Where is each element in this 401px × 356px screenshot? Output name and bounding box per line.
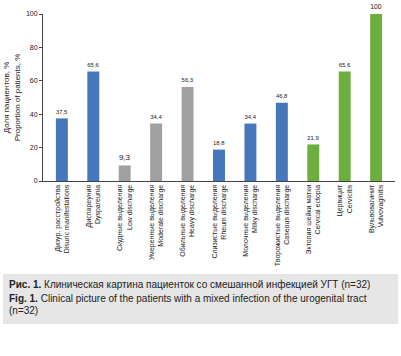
- svg-text:100: 100: [26, 10, 38, 17]
- svg-text:Дизур. расстройстваDisuric man: Дизур. расстройстваDisuric manifestation…: [54, 184, 70, 253]
- svg-text:Скудные выделенияLow discharge: Скудные выделенияLow discharge: [116, 185, 133, 252]
- svg-text:ЦервицитCervicitis: ЦервицитCervicitis: [336, 184, 352, 217]
- svg-text:20: 20: [30, 144, 38, 151]
- html-text:Рис. 1. Клиническая картина па: Рис. 1. Клиническая картина пациенток со…: [9, 279, 371, 290]
- svg-text:40: 40: [30, 111, 38, 118]
- svg-text:56,3: 56,3: [182, 77, 194, 83]
- svg-text:ДиспареунияDyspareunia: ДиспареунияDyspareunia: [85, 185, 102, 228]
- svg-text:Доля пациентов, %Proportion of: Доля пациентов, %Proportion of patients,…: [2, 54, 21, 142]
- svg-text:Умеренные выделенияModerate di: Умеренные выделенияModerate discharge: [148, 185, 165, 260]
- svg-text:60: 60: [30, 77, 38, 84]
- svg-text:80: 80: [30, 44, 38, 51]
- svg-text:9,3: 9,3: [119, 153, 131, 162]
- svg-text:65,6: 65,6: [339, 62, 351, 68]
- svg-text:37,5: 37,5: [56, 109, 68, 115]
- html-text:Fig. 1. Clinical picture of th: Fig. 1. Clinical picture of the patients…: [9, 293, 367, 316]
- svg-text:34,4: 34,4: [244, 114, 256, 120]
- svg-text:Творожистые выделенияCaseous d: Творожистые выделенияCaseous discharge: [274, 185, 291, 267]
- svg-text:Молочные выделенияMilky discha: Молочные выделенияMilky discharge: [242, 185, 259, 257]
- svg-text:0: 0: [34, 177, 38, 184]
- svg-text:21,9: 21,9: [307, 135, 319, 141]
- svg-text:100: 100: [370, 3, 382, 10]
- svg-text:18,8: 18,8: [213, 140, 225, 146]
- svg-text:ВульвовагинитVulvovaginitis: ВульвовагинитVulvovaginitis: [368, 184, 385, 233]
- svg-text:34,4: 34,4: [150, 114, 162, 120]
- svg-text:Слизистые выделенияRheum disch: Слизистые выделенияRheum discharge: [211, 185, 228, 259]
- svg-text:Эктопия шейки маткиCervical ec: Эктопия шейки маткиCervical ectopia: [305, 185, 322, 255]
- svg-text:46,8: 46,8: [276, 93, 288, 99]
- svg-text:Обильные выделенияHeavy discha: Обильные выделенияHeavy discharge: [179, 185, 196, 257]
- svg-text:65,6: 65,6: [87, 62, 99, 68]
